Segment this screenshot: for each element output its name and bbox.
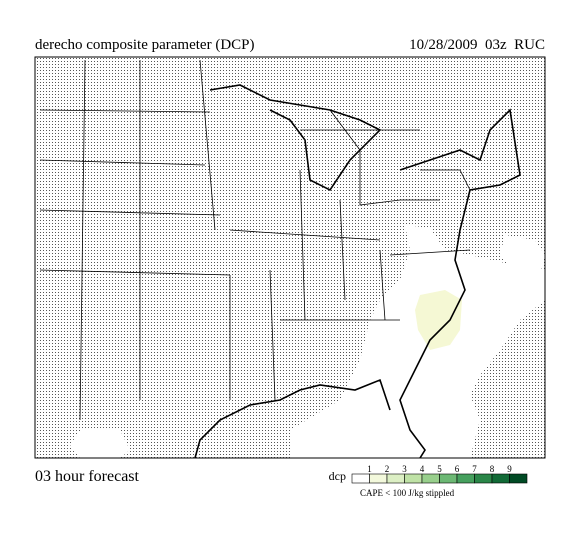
legend-tick: 2	[385, 464, 390, 474]
legend-swatch	[456, 473, 475, 484]
legend-tick: 8	[490, 464, 495, 474]
map-frame	[34, 56, 546, 459]
legend-tick: 6	[455, 464, 460, 474]
legend-swatch	[509, 473, 528, 484]
legend-swatch	[351, 473, 370, 484]
legend-tick: 4	[420, 464, 425, 474]
legend-note: CAPE < 100 J/kg stippled	[360, 488, 455, 498]
legend-swatch	[474, 473, 493, 484]
forecast-hour: 03 hour forecast	[35, 468, 140, 485]
legend-tick: 9	[507, 464, 512, 474]
legend-swatch	[404, 473, 423, 484]
map-area	[35, 57, 545, 458]
legend-label: dcp	[329, 469, 346, 483]
legend: dcp CAPE < 100 J/kg stippled 1 2 3 4 5 6 7 8 9	[329, 464, 528, 498]
state-lines	[39, 59, 471, 421]
legend-swatch	[491, 473, 510, 484]
legend-swatch	[386, 473, 405, 484]
coastlines	[194, 84, 521, 458]
legend-swatch	[369, 473, 388, 484]
valid-time: 10/28/2009 03z RUC	[409, 37, 545, 53]
legend-swatch	[421, 473, 440, 484]
legend-tick: 5	[437, 464, 442, 474]
map-title: derecho composite parameter (DCP)	[35, 37, 255, 53]
legend-tick: 7	[472, 464, 477, 474]
legend-swatch	[439, 473, 458, 484]
legend-tick: 3	[402, 464, 407, 474]
legend-tick: 1	[367, 464, 372, 474]
